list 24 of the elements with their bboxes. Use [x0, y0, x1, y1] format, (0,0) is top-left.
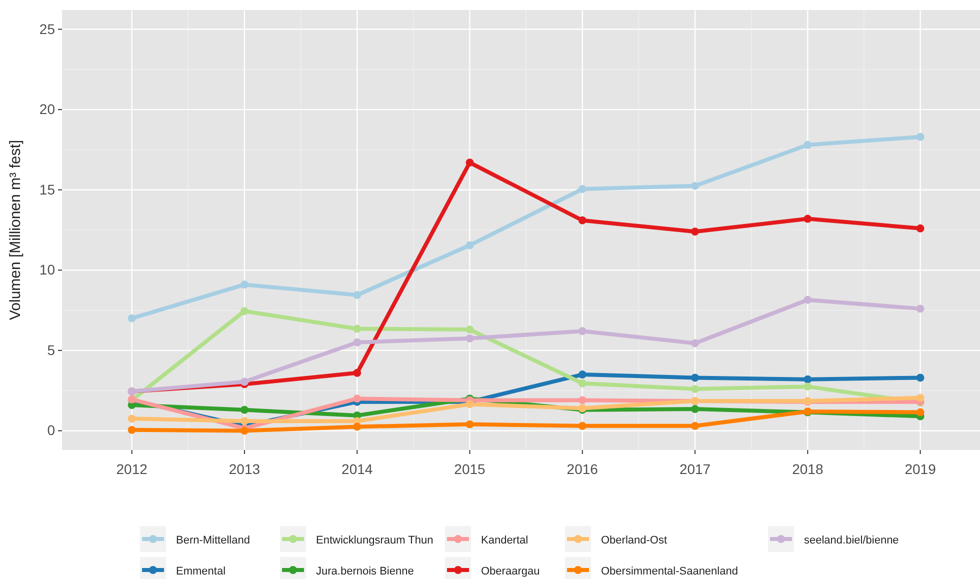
y-tick-label: 10 [39, 262, 56, 278]
legend-label: Oberland-Ost [601, 534, 668, 546]
legend-label: seeland.biel/bienne [804, 534, 899, 546]
x-tick-label: 2013 [228, 460, 260, 477]
x-tick-label: 2014 [342, 460, 373, 477]
x-tick-label: 2017 [679, 460, 711, 477]
legend-label: Oberaargau [481, 566, 540, 578]
y-tick-label: 15 [39, 181, 56, 198]
x-tick-label: 2018 [792, 460, 824, 477]
x-tick-label: 2015 [454, 460, 486, 477]
x-tick-label: 2012 [116, 460, 148, 477]
y-tick-label: 25 [39, 20, 56, 37]
x-tick-label: 2019 [904, 460, 936, 477]
legend-label: Kandertal [481, 534, 528, 546]
legend-label: Entwicklungsraum Thun [316, 534, 434, 546]
x-tick-label: 2016 [566, 460, 598, 477]
legend-label: Emmental [176, 566, 226, 578]
y-tick-label: 0 [47, 422, 56, 438]
legend-label: Bern-Mittelland [176, 534, 250, 546]
y-axis-title: Volumen [Millionen m³ fest] [7, 140, 24, 320]
y-tick-label: 5 [47, 342, 56, 358]
y-tick-label: 20 [39, 101, 56, 118]
legend-label: Jura.bernois Bienne [316, 566, 414, 578]
legend-label: Obersimmental-Saanenland [601, 566, 738, 578]
